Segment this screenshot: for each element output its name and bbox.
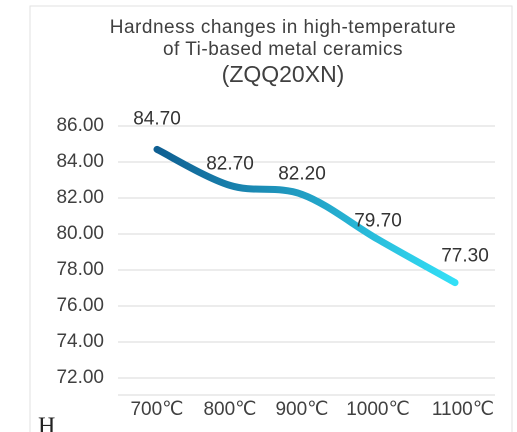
y-tick-label: 86.00: [56, 115, 104, 136]
data-label: 82.20: [278, 163, 326, 184]
cropped-text: H: [38, 414, 55, 432]
data-label: 82.70: [206, 153, 254, 174]
data-label: 84.70: [133, 108, 181, 129]
y-tick-label: 76.00: [56, 295, 104, 316]
data-label: 79.70: [354, 210, 402, 231]
line: [153, 145, 459, 287]
y-tick-label: 82.00: [56, 187, 104, 208]
y-tick-label: 80.00: [56, 223, 104, 244]
x-tick-label: 700℃: [130, 399, 183, 420]
chart-subtitle: (ZQQ20XN): [222, 61, 345, 87]
x-tick-label: 800℃: [203, 399, 256, 420]
data-label: 77.30: [441, 246, 489, 267]
chart-title: Hardness changes in high-temperature: [110, 17, 456, 38]
x-tick-label: 1000℃: [346, 399, 410, 420]
y-tick-label: 78.00: [56, 259, 104, 280]
x-tick-label: 1100℃: [432, 399, 494, 420]
y-tick-label: 84.00: [56, 151, 104, 172]
y-tick-label: 74.00: [56, 331, 104, 352]
chart-frame: [29, 5, 513, 432]
y-tick-label: 72.00: [56, 367, 104, 388]
x-tick-label: 900℃: [275, 399, 328, 420]
chart-title: of Ti-based metal ceramics: [163, 39, 403, 60]
